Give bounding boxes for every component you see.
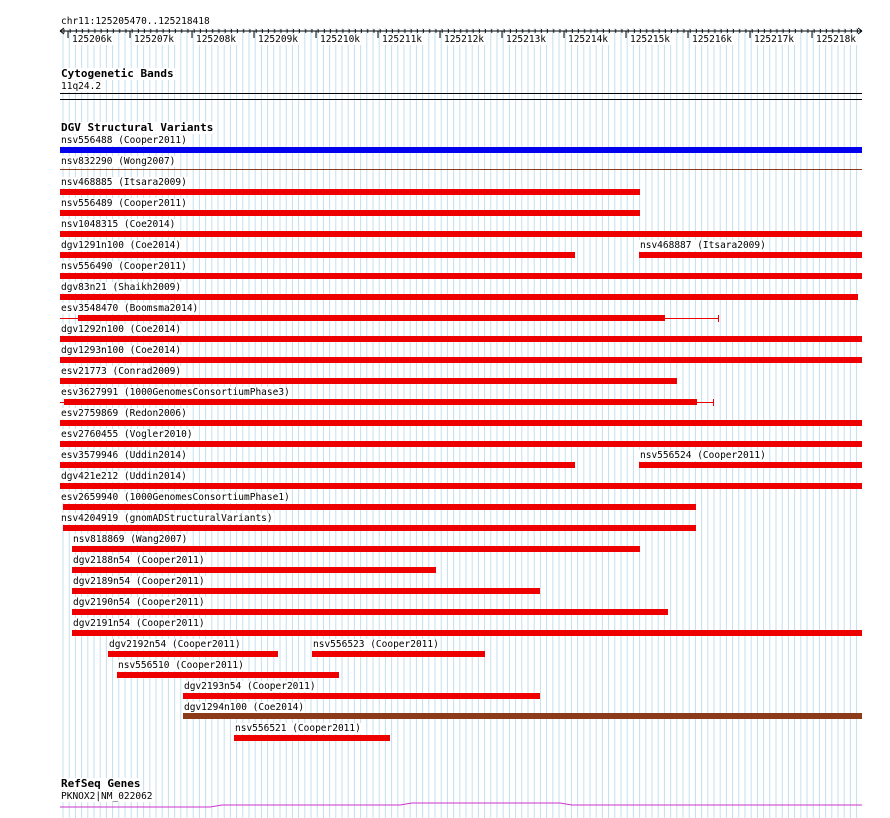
ruler-tick-label: 125207k bbox=[132, 34, 176, 45]
dgv-feature-bar[interactable] bbox=[60, 252, 575, 258]
dgv-feature-label: nsv556524 (Cooper2011) bbox=[639, 450, 767, 461]
dgv-feature-bar[interactable] bbox=[234, 735, 390, 741]
ruler-tick-label: 125218k bbox=[814, 34, 858, 45]
dgv-feature-bar[interactable] bbox=[108, 651, 278, 657]
dgv-feature-bar[interactable] bbox=[72, 588, 540, 594]
dgv-feature-bar[interactable] bbox=[117, 672, 339, 678]
ruler-tick-label: 125214k bbox=[566, 34, 610, 45]
dgv-feature-bar[interactable] bbox=[60, 462, 575, 468]
dgv-feature-label: dgv1291n100 (Coe2014) bbox=[60, 240, 183, 251]
ruler-tick-label: 125209k bbox=[256, 34, 300, 45]
dgv-feature-label: nsv1048315 (Coe2014) bbox=[60, 219, 177, 230]
dgv-feature-whisker bbox=[60, 318, 78, 319]
dgv-feature-label: dgv1294n100 (Coe2014) bbox=[183, 702, 306, 713]
dgv-feature-label: nsv468887 (Itsara2009) bbox=[639, 240, 767, 251]
dgv-feature-bar[interactable] bbox=[72, 567, 436, 573]
dgv-feature-label: nsv556489 (Cooper2011) bbox=[60, 198, 188, 209]
dgv-feature-label: nsv556490 (Cooper2011) bbox=[60, 261, 188, 272]
dgv-feature-label: dgv2192n54 (Cooper2011) bbox=[108, 639, 242, 650]
dgv-feature-bar[interactable] bbox=[60, 357, 862, 363]
dgv-feature-bar[interactable] bbox=[60, 189, 640, 195]
refseq-track-title: RefSeq Genes bbox=[60, 777, 142, 790]
dgv-feature-bar[interactable] bbox=[72, 546, 640, 552]
dgv-feature-bar[interactable] bbox=[72, 609, 668, 615]
dgv-feature-bar[interactable] bbox=[60, 336, 862, 342]
cytoband-label: 11q24.2 bbox=[60, 81, 103, 92]
dgv-track-title: DGV Structural Variants bbox=[60, 121, 215, 134]
dgv-feature-whisker bbox=[60, 402, 64, 403]
dgv-feature-label: nsv468885 (Itsara2009) bbox=[60, 177, 188, 188]
ruler-tick-label: 125211k bbox=[380, 34, 424, 45]
dgv-feature-bar[interactable] bbox=[63, 504, 696, 510]
ruler-tick-label: 125217k bbox=[752, 34, 796, 45]
dgv-feature-label: esv21773 (Conrad2009) bbox=[60, 366, 183, 377]
dgv-feature-label: esv3579946 (Uddin2014) bbox=[60, 450, 188, 461]
dgv-feature-bar[interactable] bbox=[64, 399, 697, 405]
dgv-feature-bar[interactable] bbox=[60, 147, 862, 153]
dgv-feature-label: nsv4204919 (gnomADStructuralVariants) bbox=[60, 513, 274, 524]
dgv-feature-label: dgv2189n54 (Cooper2011) bbox=[72, 576, 206, 587]
dgv-feature-bar[interactable] bbox=[60, 378, 677, 384]
dgv-feature-label: dgv2193n54 (Cooper2011) bbox=[183, 681, 317, 692]
dgv-feature-label: dgv421e212 (Uddin2014) bbox=[60, 471, 188, 482]
dgv-feature-bar[interactable] bbox=[72, 630, 862, 636]
dgv-feature-bar[interactable] bbox=[78, 315, 665, 321]
dgv-feature-label: dgv2188n54 (Cooper2011) bbox=[72, 555, 206, 566]
dgv-feature-bar[interactable] bbox=[639, 462, 862, 468]
refseq-gene-model[interactable] bbox=[0, 800, 890, 812]
ruler-tick-label: 125213k bbox=[504, 34, 548, 45]
ruler-tick-label: 125212k bbox=[442, 34, 486, 45]
dgv-feature-bar[interactable] bbox=[60, 210, 640, 216]
dgv-feature-label: nsv556523 (Cooper2011) bbox=[312, 639, 440, 650]
dgv-feature-label: esv2659940 (1000GenomesConsortiumPhase1) bbox=[60, 492, 291, 503]
ruler-tick-label: 125215k bbox=[628, 34, 672, 45]
ruler-tick-label: 125206k bbox=[70, 34, 114, 45]
refseq-gene-label: PKNOX2|NM_022062 bbox=[60, 791, 154, 802]
dgv-feature-label: esv2760455 (Vogler2010) bbox=[60, 429, 194, 440]
dgv-feature-label: nsv832290 (Wong2007) bbox=[60, 156, 177, 167]
dgv-feature-bar[interactable] bbox=[639, 252, 862, 258]
dgv-feature-bar[interactable] bbox=[183, 713, 862, 719]
dgv-feature-label: dgv2190n54 (Cooper2011) bbox=[72, 597, 206, 608]
dgv-feature-bar[interactable] bbox=[60, 294, 858, 300]
dgv-feature-label: dgv1293n100 (Coe2014) bbox=[60, 345, 183, 356]
dgv-feature-bar[interactable] bbox=[60, 483, 862, 489]
dgv-feature-bar[interactable] bbox=[60, 273, 862, 279]
dgv-feature-label: dgv83n21 (Shaikh2009) bbox=[60, 282, 183, 293]
dgv-feature-whisker bbox=[665, 318, 718, 319]
dgv-feature-whisker-cap bbox=[718, 315, 719, 322]
dgv-feature-label: esv3627991 (1000GenomesConsortiumPhase3) bbox=[60, 387, 291, 398]
dgv-feature-label: nsv556521 (Cooper2011) bbox=[234, 723, 362, 734]
location-label: chr11:125205470..125218418 bbox=[60, 16, 211, 27]
ruler-axis bbox=[59, 27, 863, 38]
ruler-tick-label: 125216k bbox=[690, 34, 734, 45]
dgv-feature-bar[interactable] bbox=[60, 231, 862, 237]
dgv-feature-bar[interactable] bbox=[60, 441, 862, 447]
cytoband-track[interactable] bbox=[60, 93, 862, 94]
ruler-tick-label: 125208k bbox=[194, 34, 238, 45]
dgv-feature-label: dgv1292n100 (Coe2014) bbox=[60, 324, 183, 335]
dgv-feature-bar[interactable] bbox=[312, 651, 485, 657]
cytogenetic-bands-title: Cytogenetic Bands bbox=[60, 67, 175, 80]
dgv-feature-label: esv2759869 (Redon2006) bbox=[60, 408, 188, 419]
dgv-feature-label: dgv2191n54 (Cooper2011) bbox=[72, 618, 206, 629]
ruler-tick-label: 125210k bbox=[318, 34, 362, 45]
dgv-feature-label: nsv556510 (Cooper2011) bbox=[117, 660, 245, 671]
dgv-feature-bar[interactable] bbox=[183, 693, 540, 699]
dgv-feature-whisker bbox=[697, 402, 713, 403]
dgv-feature-whisker-cap bbox=[713, 399, 714, 406]
dgv-feature-label: esv3548470 (Boomsma2014) bbox=[60, 303, 200, 314]
dgv-feature-label: nsv818869 (Wang2007) bbox=[72, 534, 189, 545]
dgv-feature-bar[interactable] bbox=[60, 169, 862, 170]
dgv-feature-label: nsv556488 (Cooper2011) bbox=[60, 135, 188, 146]
dgv-feature-bar[interactable] bbox=[63, 525, 696, 531]
dgv-feature-bar[interactable] bbox=[60, 420, 862, 426]
track-divider bbox=[60, 99, 862, 100]
